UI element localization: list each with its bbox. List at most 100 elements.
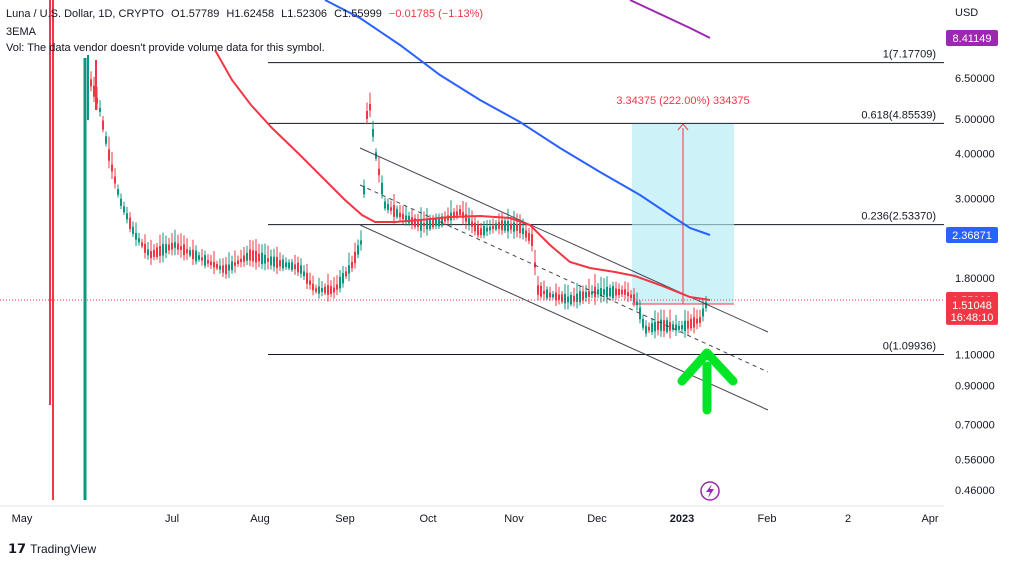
ohlc-open: O1.57789 [171, 8, 220, 20]
candle-body [453, 211, 455, 219]
ohlc-close: C1.55999 [334, 8, 382, 20]
tradingview-brand[interactable]: 𝟭𝟳 TradingView [8, 541, 96, 557]
candle-body [363, 185, 365, 195]
candle-body [525, 230, 527, 238]
candle-body [351, 261, 353, 269]
candle-body [543, 290, 545, 295]
candle-body [384, 201, 386, 209]
candle-body [354, 251, 356, 264]
candle-body [162, 244, 164, 256]
candle-body [183, 244, 185, 256]
symbol-header[interactable]: Luna / U.S. Dollar, 1D, CRYPTO O1.57789 … [6, 8, 483, 20]
price-badge [946, 30, 998, 46]
candle-body [471, 221, 473, 227]
candle-body [147, 249, 149, 256]
candle-body [624, 289, 626, 295]
candle-body [237, 260, 239, 265]
candle-body [222, 265, 224, 273]
candle-body [594, 286, 596, 298]
candle-body [510, 223, 512, 230]
candle-body [627, 292, 629, 297]
candle-body [645, 325, 647, 334]
x-tick-label: Sep [335, 513, 355, 525]
candle-body [213, 261, 215, 268]
x-tick-label: Oct [419, 513, 436, 525]
candle-body [495, 223, 497, 230]
candle-body [414, 218, 416, 227]
candle-body [705, 301, 707, 309]
candle-body [258, 253, 260, 262]
volume-note: Vol: The data vendor doesn't provide vol… [6, 42, 325, 54]
candle-body [111, 164, 113, 172]
candle-body [576, 293, 578, 302]
candle-body [630, 294, 632, 299]
candle-body [420, 219, 422, 231]
descending-channel [359, 147, 769, 411]
candlesticks [49, 0, 707, 500]
candle-body [126, 213, 128, 220]
flash-icon[interactable] [700, 481, 720, 501]
candle-body [474, 222, 476, 232]
y-tick-label: 0.90000 [955, 381, 995, 393]
candle-body [132, 226, 134, 234]
candle-body [462, 212, 464, 218]
candle-body [372, 128, 374, 137]
candle-body [309, 280, 311, 285]
candle-body [696, 318, 698, 324]
candle-body [324, 286, 326, 294]
candle-body [486, 227, 488, 232]
y-tick-label: 0.46000 [955, 485, 995, 497]
candle-body [561, 294, 563, 302]
candle-body [378, 168, 380, 176]
candle-body [252, 250, 254, 262]
candle-body [306, 272, 308, 284]
candle-body [294, 264, 296, 270]
ema-line [324, 0, 711, 236]
price-axis[interactable]: 6.50000 5.00000 4.00000 3.00000 1.80000 1.100… [955, 73, 995, 497]
candle-body [489, 226, 491, 231]
candle-body [558, 294, 560, 300]
candle-body [279, 260, 281, 267]
y-tick-label: 4.00000 [955, 149, 995, 161]
candle-body [555, 292, 557, 301]
candle-body [528, 233, 530, 241]
candle-body [312, 283, 314, 291]
y-tick-label: 0.70000 [955, 420, 995, 432]
candle-body [456, 211, 458, 216]
candle-body [684, 320, 686, 332]
candle-body [672, 324, 674, 330]
candle-body [654, 321, 656, 332]
candle-body [492, 225, 494, 229]
up-arrow-annotation [677, 348, 738, 415]
time-axis[interactable]: May Jul Aug Sep Oct Nov Dec 2023 Feb 2 Apr [12, 513, 939, 525]
y-tick-label: 5.00000 [955, 114, 995, 126]
fib-level-label: 1(7.17709) [883, 49, 936, 61]
brand-name: TradingView [30, 542, 97, 556]
tradingview-logo-icon: 𝟭𝟳 [8, 541, 27, 556]
fib-level-label: 0.236(2.53370) [861, 211, 936, 223]
candle-body [144, 243, 146, 253]
candle-body [498, 221, 500, 229]
candle-body [303, 271, 305, 277]
measure-label: 3.34375 (222.00%) 334375 [616, 95, 749, 107]
candle-body [345, 271, 347, 277]
candle-body [423, 222, 425, 226]
price-badge-label: 16:48:10 [951, 312, 994, 324]
ohlc-high: H1.62458 [226, 8, 275, 20]
candle-body [270, 256, 272, 266]
candle-body [618, 288, 620, 296]
candle-body [321, 288, 323, 292]
candle-body [609, 287, 611, 297]
x-tick-label: Nov [504, 513, 524, 525]
candle-body [318, 286, 320, 294]
candle-body [417, 221, 419, 227]
candle-body [285, 262, 287, 267]
candle-body [315, 288, 317, 292]
indicator-label[interactable]: 3EMA [6, 26, 36, 38]
candle-body [138, 238, 140, 243]
candle-body [579, 291, 581, 303]
candle-body [246, 252, 248, 261]
candle-body [300, 265, 302, 274]
